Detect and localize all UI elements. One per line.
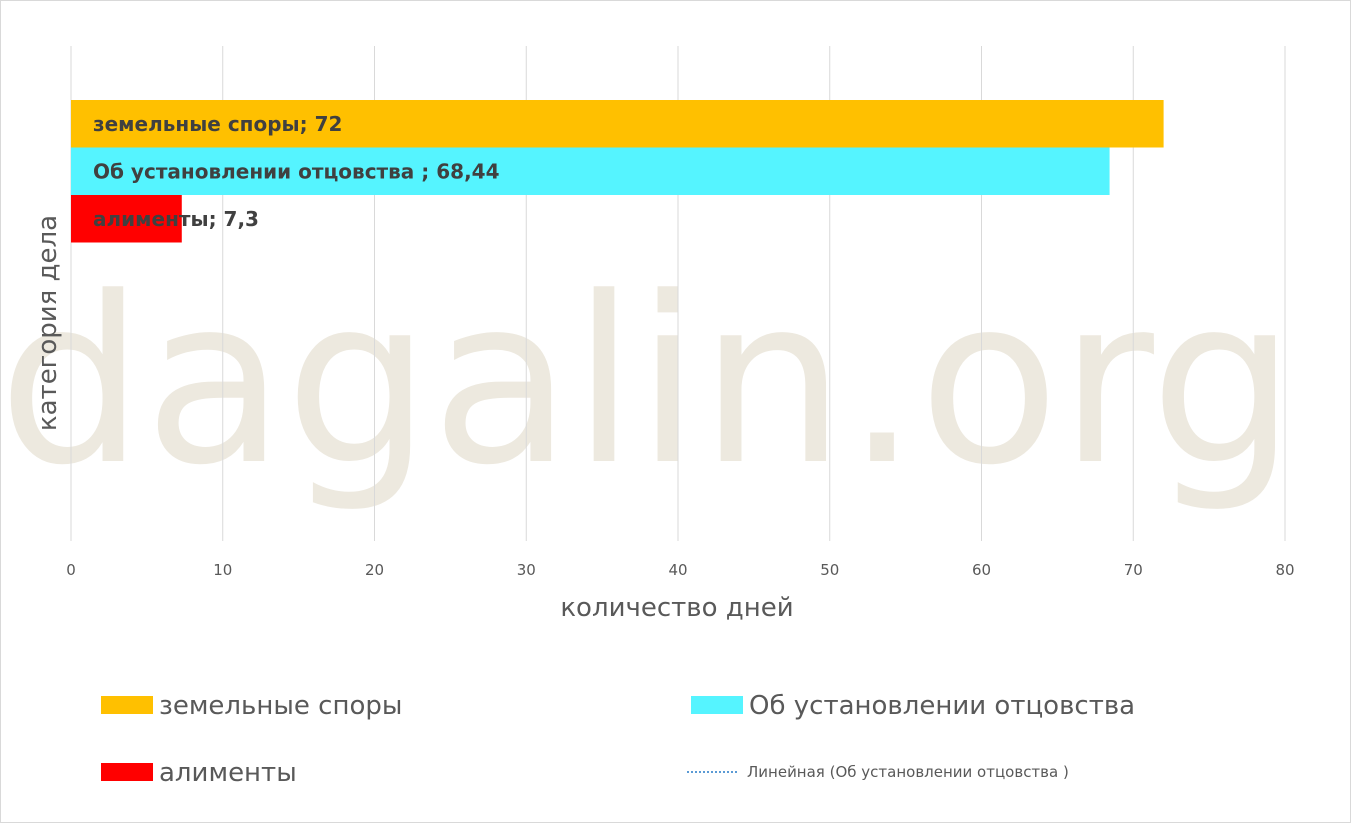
data-label-series-name: Об установлении отцовства	[93, 159, 421, 183]
watermark-text: dagalin.org	[1, 249, 1296, 516]
legend-label: Линейная (Об установлении отцовства )	[747, 763, 1069, 781]
x-tick-label: 50	[820, 561, 839, 579]
x-tick-label: 70	[1124, 561, 1143, 579]
x-tick-label: 30	[517, 561, 536, 579]
x-tick-label: 60	[972, 561, 991, 579]
x-tick-label: 40	[668, 561, 687, 579]
data-labels: земельные споры; 72 Об установлении отцов…	[93, 112, 500, 231]
data-label-series-name: алименты	[93, 207, 209, 231]
legend-label: земельные споры	[159, 691, 402, 721]
x-tick-label: 10	[213, 561, 232, 579]
x-tick-label: 80	[1275, 561, 1294, 579]
bar	[71, 100, 1164, 148]
bar-data-label: алименты; 7,3	[93, 207, 259, 231]
bar	[71, 195, 182, 243]
data-label-value: 68,44	[436, 159, 499, 183]
x-axis-title: количество дней	[560, 593, 793, 623]
data-label-value: 72	[315, 112, 343, 136]
legend-label: Об установлении отцовства	[749, 691, 1135, 721]
data-label-value: 7,3	[224, 207, 259, 231]
y-axis-title: категория дела	[33, 215, 63, 431]
data-label-separator: ;	[421, 159, 436, 183]
bars	[71, 100, 1164, 243]
data-label-separator: ;	[209, 207, 224, 231]
data-label-series-name: земельные споры	[93, 112, 300, 136]
legend-swatch	[101, 763, 153, 781]
bar	[71, 147, 1110, 195]
x-tick-label: 20	[365, 561, 384, 579]
x-axis-ticks: 0 10 20 30 40 50 60 70 80	[66, 561, 1294, 579]
legend: земельные споры Об установлении отцовства…	[101, 691, 1135, 788]
x-tick-label: 0	[66, 561, 76, 579]
legend-swatch	[691, 696, 743, 714]
bar-data-label: земельные споры; 72	[93, 112, 342, 136]
legend-label: алименты	[159, 758, 297, 788]
legend-swatch	[101, 696, 153, 714]
data-label-separator: ;	[300, 112, 315, 136]
bar-data-label: Об установлении отцовства ; 68,44	[93, 159, 500, 183]
